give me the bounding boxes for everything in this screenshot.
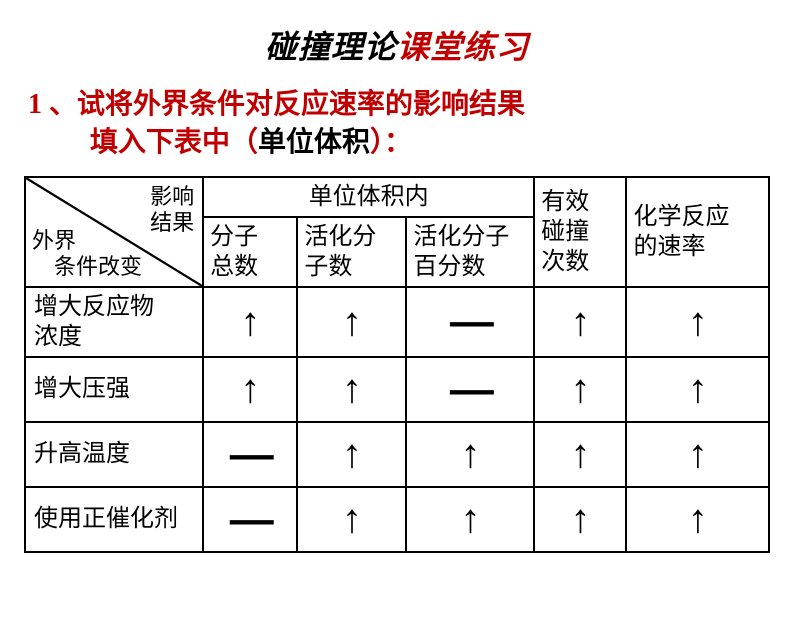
header-diagonal-cell: 影响结果 外界 条件改变 (25, 177, 203, 287)
table-row: 升高温度—↑↑↑↑ (25, 422, 769, 487)
cell-up-arrow: ↑ (297, 487, 406, 552)
cell-dash: — (203, 487, 297, 552)
cell-up-arrow: ↑ (534, 287, 626, 357)
table-row: 增大反应物浓度↑↑—↑↑ (25, 287, 769, 357)
cell-up-arrow: ↑ (297, 422, 406, 487)
question-text: 1 、试将外界条件对反应速率的影响结果 填入下表中（单位体积）： (28, 86, 752, 162)
header-diag-top: 影响结果 (150, 184, 194, 237)
cell-dash: — (406, 357, 534, 422)
title-part2: 课堂练习 (397, 29, 529, 65)
question-number: 1 、 (28, 89, 77, 120)
row-label: 增大压强 (25, 357, 203, 422)
question-line1: 试将外界条件对反应速率的影响结果 (77, 89, 525, 120)
row-label: 升高温度 (25, 422, 203, 487)
header-diag-bot: 外界 条件改变 (32, 228, 142, 281)
question-line2c: ）： (370, 127, 412, 158)
answer-table: 影响结果 外界 条件改变 单位体积内 有效碰撞次数 化学反应的速率 分子总数 活… (24, 176, 770, 553)
cell-dash: — (203, 422, 297, 487)
header-sub-activated: 活化分子数 (297, 217, 406, 287)
cell-up-arrow: ↑ (203, 287, 297, 357)
cell-up-arrow: ↑ (203, 357, 297, 422)
table-row: 使用正催化剂—↑↑↑↑ (25, 487, 769, 552)
cell-up-arrow: ↑ (626, 357, 769, 422)
cell-up-arrow: ↑ (626, 287, 769, 357)
header-col-rate: 化学反应的速率 (626, 177, 769, 287)
header-group-unitvol: 单位体积内 (203, 177, 534, 217)
header-sub-molecules: 分子总数 (203, 217, 297, 287)
header-col-collisions: 有效碰撞次数 (534, 177, 626, 287)
cell-up-arrow: ↑ (297, 287, 406, 357)
cell-up-arrow: ↑ (534, 422, 626, 487)
cell-up-arrow: ↑ (626, 487, 769, 552)
row-label: 使用正催化剂 (25, 487, 203, 552)
question-line2b: 单位体积 (258, 127, 370, 158)
cell-up-arrow: ↑ (406, 487, 534, 552)
header-row-1: 影响结果 外界 条件改变 单位体积内 有效碰撞次数 化学反应的速率 (25, 177, 769, 217)
question-line2a: 填入下表中（ (90, 127, 258, 158)
table-body: 增大反应物浓度↑↑—↑↑增大压强↑↑—↑↑升高温度—↑↑↑↑使用正催化剂—↑↑↑… (25, 287, 769, 552)
table-row: 增大压强↑↑—↑↑ (25, 357, 769, 422)
cell-up-arrow: ↑ (406, 422, 534, 487)
cell-dash: — (406, 287, 534, 357)
title-part1: 碰撞理论 (265, 29, 397, 65)
cell-up-arrow: ↑ (534, 487, 626, 552)
answer-table-wrap: 影响结果 外界 条件改变 单位体积内 有效碰撞次数 化学反应的速率 分子总数 活… (24, 176, 770, 553)
row-label: 增大反应物浓度 (25, 287, 203, 357)
cell-up-arrow: ↑ (626, 422, 769, 487)
cell-up-arrow: ↑ (534, 357, 626, 422)
cell-up-arrow: ↑ (297, 357, 406, 422)
header-sub-percent: 活化分子百分数 (406, 217, 534, 287)
page-title: 碰撞理论课堂练习 (0, 22, 794, 68)
